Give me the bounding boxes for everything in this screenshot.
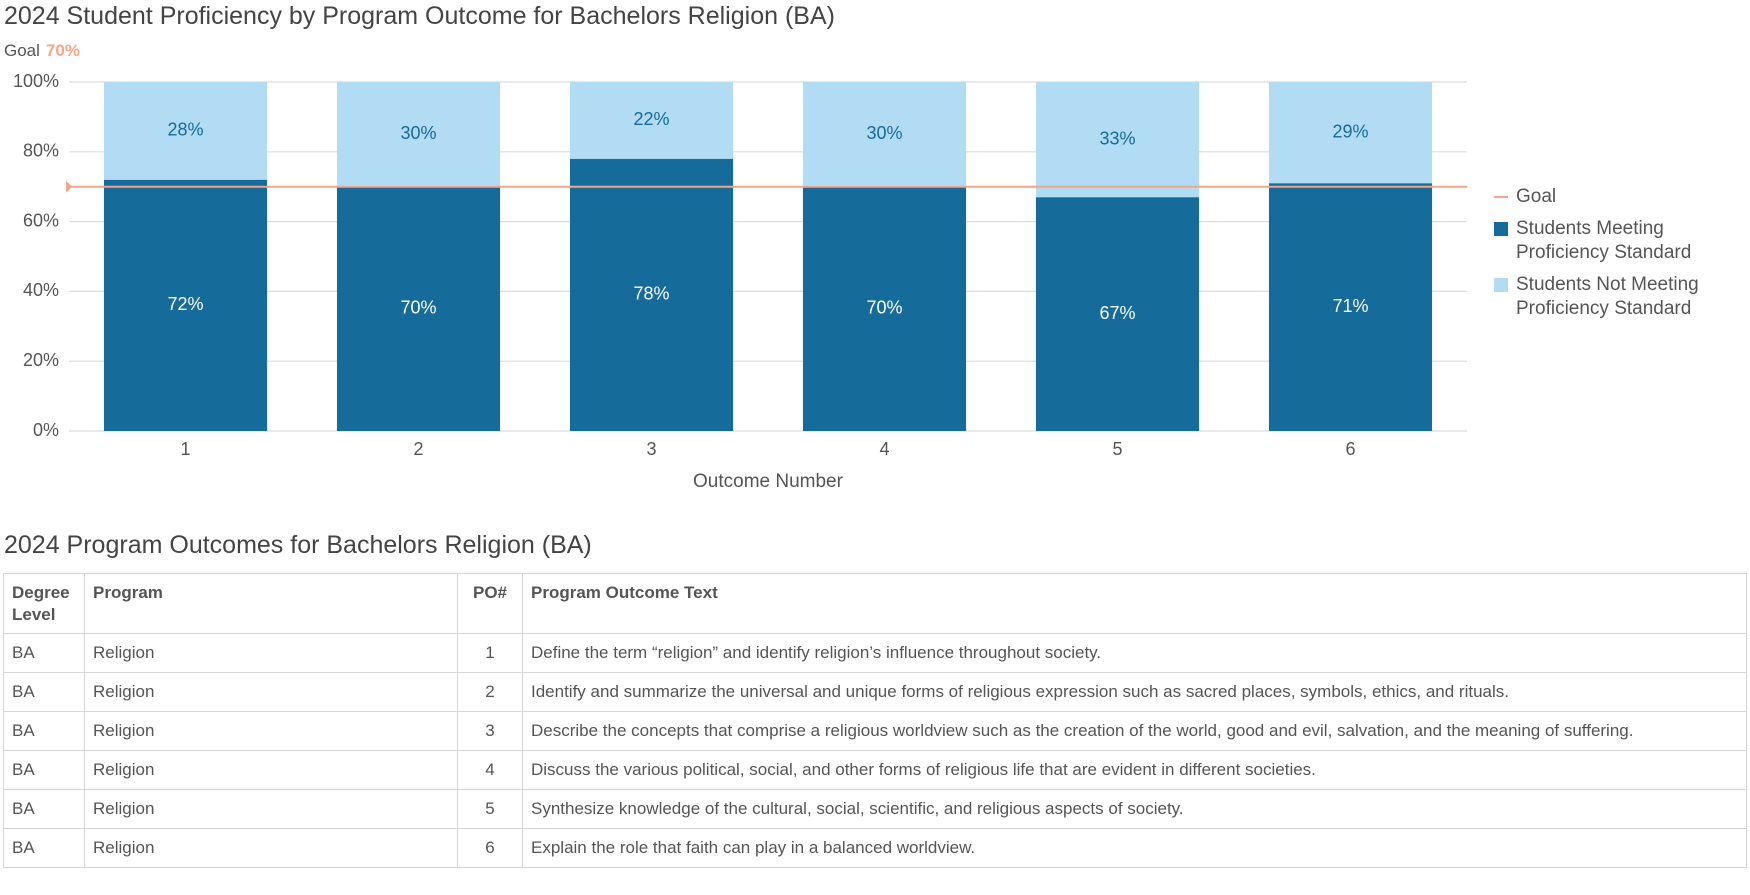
header-cell: Program [84, 573, 458, 634]
legend-item: Goal [1492, 185, 1742, 209]
bar-segment [802, 82, 967, 187]
goal-summary: Goal 70% [4, 41, 80, 61]
x-axis-label: Outcome Number [693, 471, 844, 492]
header-row: Degree Level Program PO# Program Outcome Te… [3, 573, 1747, 634]
table-cell: Religion [84, 633, 458, 673]
bar-segment [802, 186, 967, 431]
table-cell: 1 [457, 633, 523, 673]
table-cell: 5 [457, 789, 523, 829]
table-row: BA Religion 4 Discuss the various political… [3, 750, 1747, 790]
table-cell: Religion [84, 828, 458, 868]
goal-marker [66, 180, 72, 193]
table-cell: BA [3, 750, 85, 790]
x-tick-label: 2 [413, 439, 423, 459]
table-body: BA Religion 1 Define the term “religion” an… [3, 633, 1747, 868]
table-cell: 2 [457, 672, 523, 712]
bar-segment [569, 82, 734, 159]
table-cell: Define the term “religion” and identify … [522, 633, 1747, 673]
x-tick-label: 1 [180, 439, 190, 459]
y-tick-label: 40% [23, 280, 59, 300]
table-cell: 6 [457, 828, 523, 868]
bar-segment [1035, 197, 1200, 431]
legend-item: Students Meeting Proficiency Standard [1492, 217, 1742, 265]
data-label: 70% [400, 298, 436, 318]
table-row: BA Religion 3 Describe the concepts that co… [3, 711, 1747, 751]
header-cell: Program Outcome Text [522, 573, 1747, 634]
legend-swatch [1494, 278, 1508, 292]
x-tick-label: 3 [646, 439, 656, 459]
bar-segment [103, 179, 268, 431]
data-label: 22% [633, 109, 669, 129]
header-cell: Degree Level [3, 573, 85, 634]
table-row: BA Religion 1 Define the term “religion” an… [3, 633, 1747, 673]
table-cell: Religion [84, 750, 458, 790]
table-cell: 4 [457, 750, 523, 790]
data-label: 30% [400, 123, 436, 143]
bar-segment [336, 82, 501, 187]
goal-value: 70% [45, 41, 80, 60]
x-tick-label: 6 [1345, 439, 1355, 459]
chart-title: 2024 Student Proficiency by Program Outc… [4, 2, 835, 30]
table-cell: 3 [457, 711, 523, 751]
table-row: BA Religion 5 Synthesize knowledge of the c… [3, 789, 1747, 829]
goal-name: Goal [4, 41, 40, 60]
data-label: 28% [167, 120, 203, 140]
legend: Goal Students Meeting Proficiency Standar… [1492, 185, 1742, 329]
data-label: 30% [866, 123, 902, 143]
legend-line [1494, 196, 1508, 198]
y-tick-label: 80% [23, 141, 59, 161]
table-cell: BA [3, 789, 85, 829]
data-label: 72% [167, 294, 203, 314]
x-tick-label: 4 [879, 439, 889, 459]
legend-label: Goal [1516, 186, 1557, 207]
legend-label: Students Not Meeting Proficiency Standar… [1516, 274, 1699, 319]
table-cell: Religion [84, 672, 458, 712]
bar-segment [569, 158, 734, 431]
y-tick-label: 100% [13, 71, 59, 91]
data-label: 33% [1099, 128, 1135, 148]
table-row: BA Religion 2 Identify and summarize the un… [3, 672, 1747, 712]
table-cell: BA [3, 711, 85, 751]
y-tick-label: 0% [33, 420, 59, 440]
table-cell: Synthesize knowledge of the cultural, so… [522, 789, 1747, 829]
table-cell: BA [3, 828, 85, 868]
table-cell: Religion [84, 711, 458, 751]
table-cell: Identify and summarize the universal and… [522, 672, 1747, 712]
table-cell: Describe the concepts that comprise a re… [522, 711, 1747, 751]
data-label: 29% [1332, 121, 1368, 141]
legend-item: Students Not Meeting Proficiency Standar… [1492, 273, 1742, 321]
legend-label: Students Meeting Proficiency Standard [1516, 218, 1692, 263]
y-tick-label: 60% [23, 210, 59, 230]
x-tick-label: 5 [1112, 439, 1122, 459]
data-label: 67% [1099, 303, 1135, 323]
bar-segment [103, 82, 268, 180]
bar-segment [336, 186, 501, 431]
bar-segment [1268, 183, 1433, 431]
data-label: 71% [1332, 296, 1368, 316]
header-cell: PO# [457, 573, 523, 634]
table-title: 2024 Program Outcomes for Bachelors Reli… [4, 531, 592, 559]
data-label: 70% [866, 298, 902, 318]
table-cell: Discuss the various political, social, a… [522, 750, 1747, 790]
bar-segment [1035, 82, 1200, 198]
bar-segment [1268, 82, 1433, 184]
table-cell: BA [3, 633, 85, 673]
outcomes-table: Degree Level Program PO# Program Outcome Te… [3, 573, 1747, 868]
y-tick-label: 20% [23, 350, 59, 370]
table-row: BA Religion 6 Explain the role that faith c… [3, 828, 1747, 868]
table-cell: BA [3, 672, 85, 712]
table-cell: Religion [84, 789, 458, 829]
chart: 0% 20% 40% 60% 80% 100% Outcome Number 1 72% 28% 2… [13, 71, 1467, 492]
legend-swatch [1494, 222, 1508, 236]
data-label: 78% [633, 284, 669, 304]
table-cell: Explain the role that faith can play in … [522, 828, 1747, 868]
